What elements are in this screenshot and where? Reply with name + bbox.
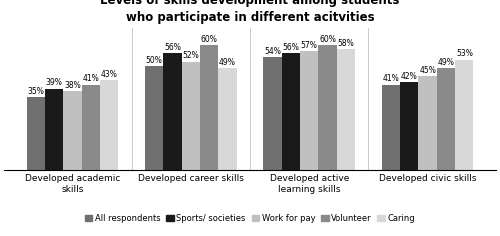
Bar	[63, 91, 82, 170]
Text: 49%: 49%	[219, 58, 236, 67]
Bar	[336, 49, 355, 170]
Bar	[264, 58, 281, 170]
Text: 56%: 56%	[282, 43, 300, 52]
Text: 50%: 50%	[146, 55, 162, 65]
Text: 35%: 35%	[28, 87, 44, 96]
Bar	[418, 76, 437, 170]
Text: 45%: 45%	[419, 66, 436, 75]
Bar	[300, 51, 318, 170]
Bar	[100, 80, 118, 170]
Bar	[218, 68, 236, 170]
Bar	[182, 62, 200, 170]
Text: 52%: 52%	[182, 51, 199, 60]
Text: 41%: 41%	[382, 74, 400, 83]
Text: 60%: 60%	[200, 35, 218, 44]
Bar	[400, 82, 418, 170]
Bar	[164, 53, 182, 170]
Text: 57%: 57%	[301, 41, 318, 50]
Text: 41%: 41%	[82, 74, 99, 83]
Legend: All respondents, Sports/ societies, Work for pay, Volunteer, Caring: All respondents, Sports/ societies, Work…	[85, 214, 415, 223]
Text: 60%: 60%	[319, 35, 336, 44]
Bar	[455, 59, 473, 170]
Text: 43%: 43%	[100, 70, 117, 79]
Bar	[26, 97, 45, 170]
Bar	[45, 89, 63, 170]
Text: 53%: 53%	[456, 49, 472, 58]
Bar	[82, 84, 100, 170]
Text: 58%: 58%	[338, 39, 354, 48]
Text: 42%: 42%	[401, 72, 417, 81]
Bar	[145, 66, 164, 170]
Text: 39%: 39%	[46, 78, 62, 88]
Text: 54%: 54%	[264, 47, 281, 56]
Bar	[318, 45, 336, 170]
Text: 56%: 56%	[164, 43, 181, 52]
Title: Levels of skills development among students
who participate in different acitvit: Levels of skills development among stude…	[100, 0, 400, 24]
Text: 49%: 49%	[438, 58, 454, 67]
Bar	[437, 68, 455, 170]
Bar	[282, 53, 300, 170]
Text: 38%: 38%	[64, 80, 81, 89]
Bar	[382, 84, 400, 170]
Bar	[200, 45, 218, 170]
